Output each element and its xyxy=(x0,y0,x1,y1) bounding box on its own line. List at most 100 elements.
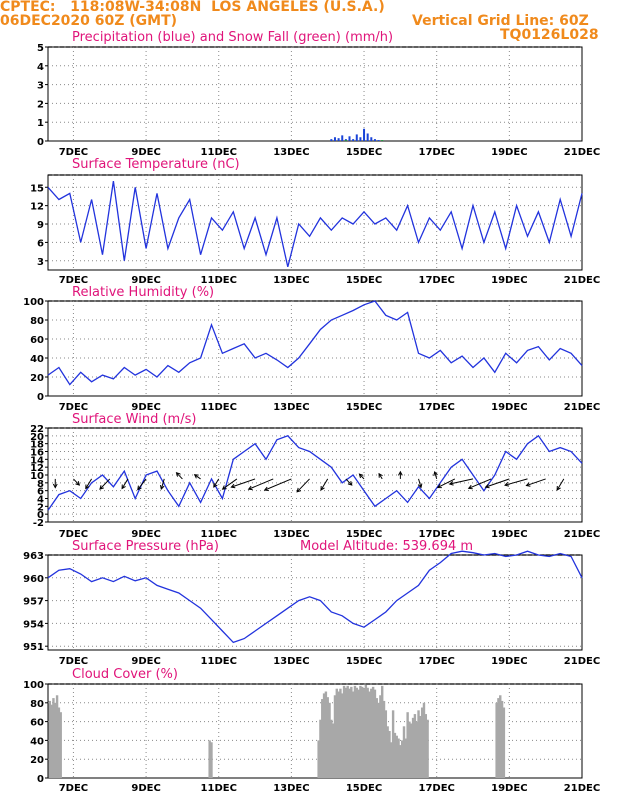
cloud-bar xyxy=(55,695,59,778)
cloud-bar xyxy=(502,707,506,778)
x-tick-label: 15DEC xyxy=(346,147,382,158)
x-tick-label: 15DEC xyxy=(346,783,382,794)
product-code: TQ0126L028 xyxy=(500,27,599,43)
wind-arrow-head xyxy=(296,487,302,493)
y-tick-label: 0 xyxy=(37,137,44,148)
x-tick-label: 7DEC xyxy=(59,402,88,413)
wind-arrow-head xyxy=(52,483,58,489)
precip-bar xyxy=(344,140,347,141)
wind-arrow xyxy=(504,478,528,486)
cloud-bar xyxy=(344,687,348,778)
cloud-bar xyxy=(326,697,329,778)
series-line xyxy=(47,550,583,644)
wind-arrow xyxy=(345,478,353,486)
cloud-bar xyxy=(359,685,362,778)
wind-arrow xyxy=(526,478,546,487)
y-tick-label: 100 xyxy=(23,680,44,691)
cloud-bar xyxy=(366,687,369,778)
x-tick-label: 19DEC xyxy=(491,275,527,286)
y-tick-label: 0 xyxy=(37,510,44,521)
cloud-bar xyxy=(339,688,342,778)
cloud-bar xyxy=(390,742,393,778)
cloud-bar xyxy=(410,723,413,778)
wind-arrow-head xyxy=(99,485,104,490)
cloud-bar xyxy=(415,721,418,778)
wind-arrow-head xyxy=(193,474,199,479)
y-tick-label: 40 xyxy=(30,736,44,747)
precip-bar xyxy=(348,136,351,141)
panel-title: Surface Temperature (nC) xyxy=(72,157,240,172)
wind-arrow-head xyxy=(358,473,364,479)
wind-arrow-head xyxy=(221,485,227,490)
wind-arrow-head xyxy=(433,470,438,476)
x-tick-label: 11DEC xyxy=(201,656,237,667)
wind-arrow xyxy=(320,478,329,491)
wind-arrow xyxy=(231,478,256,488)
x-tick-label: 19DEC xyxy=(491,402,527,413)
x-tick-label: 19DEC xyxy=(491,656,527,667)
cloud-bar xyxy=(348,688,351,778)
precip-bar xyxy=(373,139,376,141)
x-tick-label: 13DEC xyxy=(273,402,309,413)
cloud-bar xyxy=(50,704,53,778)
wind-arrow-head xyxy=(75,481,81,486)
y-tick-label: 60 xyxy=(30,718,44,729)
x-tick-label: 21DEC xyxy=(564,402,600,413)
cloud-bar xyxy=(362,688,366,778)
precip-bar xyxy=(352,139,355,141)
y-tick-label: 5 xyxy=(37,43,44,54)
x-tick-label: 9DEC xyxy=(131,783,160,794)
wind-arrow xyxy=(296,478,310,493)
wind-arrow xyxy=(194,474,201,480)
y-tick-label: 18 xyxy=(30,440,44,451)
x-tick-label: 13DEC xyxy=(273,275,309,286)
x-tick-label: 7DEC xyxy=(59,783,88,794)
wind-arrow xyxy=(213,478,220,488)
wind-arrow xyxy=(176,472,183,480)
wind-arrow-head xyxy=(230,483,236,489)
precip-bar xyxy=(370,137,373,141)
cloud-bar xyxy=(419,715,422,778)
cloud-bar xyxy=(350,686,353,778)
y-tick-label: 6 xyxy=(37,238,44,249)
panel-title: Cloud Cover (%) xyxy=(72,667,178,682)
x-tick-label: 21DEC xyxy=(564,529,600,540)
run-date: 06DEC2020 60Z (GMT) xyxy=(0,13,178,29)
wind-arrow-head xyxy=(417,483,423,489)
y-tick-label: 963 xyxy=(23,551,44,562)
wind-arrow xyxy=(73,478,80,486)
wind-arrow-head xyxy=(484,483,490,489)
panel-frame xyxy=(47,554,583,651)
x-tick-label: 11DEC xyxy=(201,402,237,413)
cloud-bar xyxy=(373,689,377,778)
wind-arrow xyxy=(434,471,438,480)
y-tick-label: 80 xyxy=(30,316,44,327)
cloud-bar xyxy=(391,710,395,778)
precip-bar xyxy=(355,134,358,141)
wind-arrow xyxy=(222,478,238,490)
precip-bar xyxy=(341,135,344,141)
y-tick-label: 12 xyxy=(30,202,44,213)
x-tick-label: 9DEC xyxy=(131,402,160,413)
y-tick-label: 14 xyxy=(30,455,44,466)
panel-4: 7DEC 9DEC 11DEC 13DEC 15DEC 17DEC 19DEC 21DEC 95… xyxy=(23,539,600,667)
panel-title: Precipitation (blue) and Snow Fall (gree… xyxy=(72,30,393,45)
precip-bar xyxy=(330,139,333,141)
cloud-bar xyxy=(364,684,368,778)
wind-arrow xyxy=(137,478,147,490)
panel-frame xyxy=(47,300,583,397)
x-tick-label: 7DEC xyxy=(59,275,88,286)
cloud-bar xyxy=(342,685,346,778)
wind-arrow-head xyxy=(175,472,181,477)
cloud-bar xyxy=(371,686,375,778)
wind-arrow xyxy=(85,478,93,489)
cloud-bar xyxy=(54,702,57,778)
y-tick-label: 40 xyxy=(30,354,44,365)
x-tick-label: 15DEC xyxy=(346,402,382,413)
wind-arrow-head xyxy=(213,483,218,488)
cloud-bar xyxy=(420,707,424,778)
wind-arrow xyxy=(449,478,474,485)
cloud-bar xyxy=(375,698,378,778)
wind-arrow-head xyxy=(320,485,325,491)
x-tick-label: 7DEC xyxy=(59,529,88,540)
